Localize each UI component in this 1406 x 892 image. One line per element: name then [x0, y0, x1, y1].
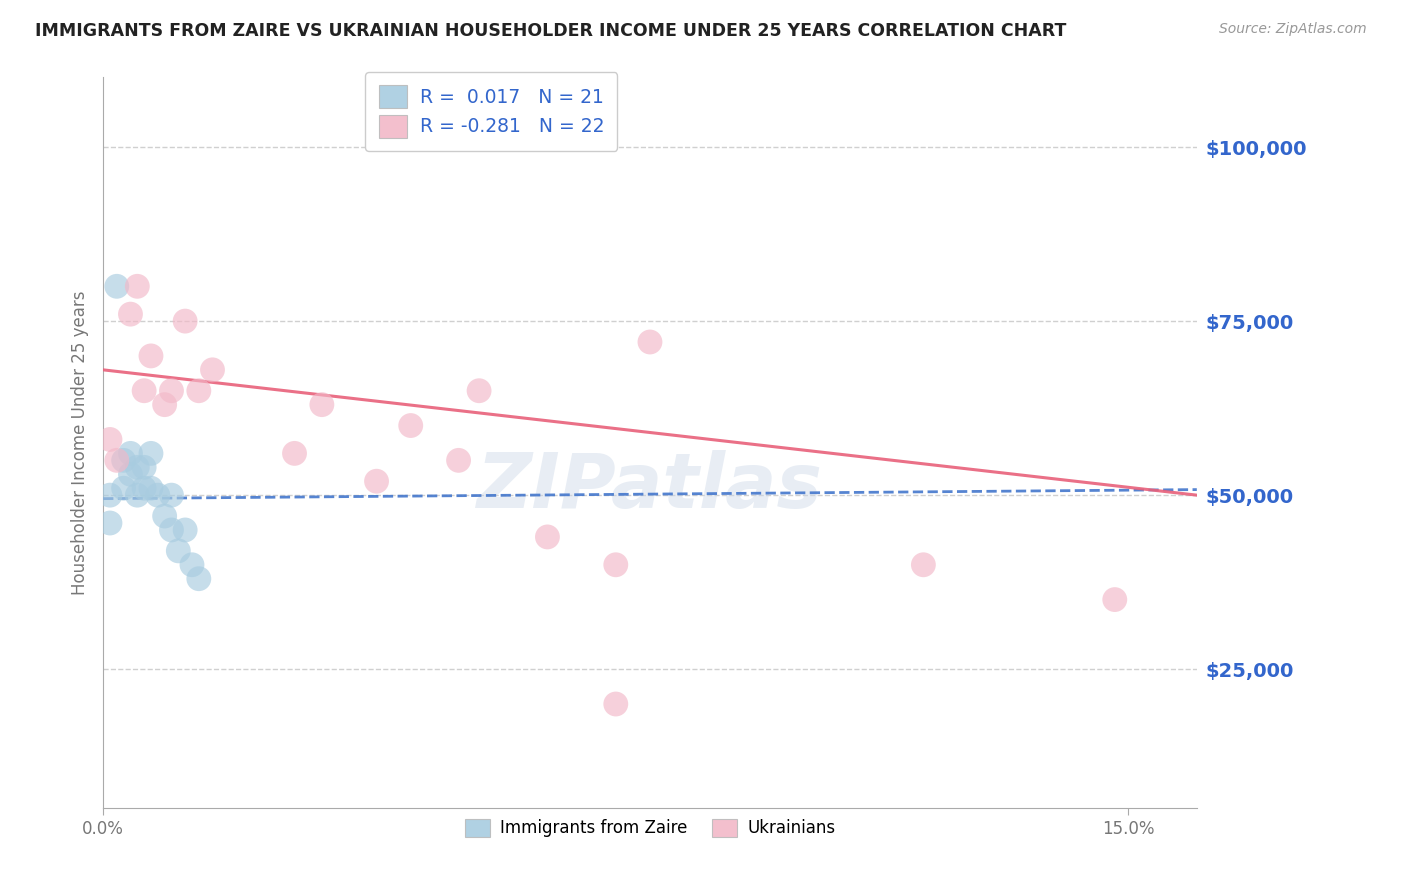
Point: [912, 558, 935, 572]
Point: [468, 384, 491, 398]
Point: [120, 307, 142, 321]
Point: [447, 453, 470, 467]
Point: [201, 363, 224, 377]
Point: [127, 460, 149, 475]
Point: [120, 467, 142, 482]
Point: [160, 488, 183, 502]
Point: [134, 460, 156, 475]
Point: [399, 418, 422, 433]
Point: [174, 314, 197, 328]
Point: [134, 384, 156, 398]
Point: [139, 446, 162, 460]
Point: [283, 446, 305, 460]
Point: [605, 697, 627, 711]
Point: [127, 279, 149, 293]
Point: [187, 384, 209, 398]
Y-axis label: Householder Income Under 25 years: Householder Income Under 25 years: [72, 291, 89, 595]
Point: [139, 481, 162, 495]
Point: [638, 334, 661, 349]
Point: [160, 384, 183, 398]
Point: [139, 349, 162, 363]
Point: [160, 523, 183, 537]
Point: [105, 453, 128, 467]
Point: [311, 398, 333, 412]
Point: [187, 572, 209, 586]
Point: [98, 488, 121, 502]
Point: [181, 558, 204, 572]
Text: IMMIGRANTS FROM ZAIRE VS UKRAINIAN HOUSEHOLDER INCOME UNDER 25 YEARS CORRELATION: IMMIGRANTS FROM ZAIRE VS UKRAINIAN HOUSE…: [35, 22, 1067, 40]
Point: [105, 279, 128, 293]
Legend: Immigrants from Zaire, Ukrainians: Immigrants from Zaire, Ukrainians: [458, 812, 842, 844]
Point: [153, 509, 176, 524]
Point: [127, 488, 149, 502]
Point: [167, 544, 190, 558]
Point: [98, 516, 121, 530]
Point: [605, 558, 627, 572]
Point: [366, 474, 388, 488]
Text: ZIPatlas: ZIPatlas: [477, 450, 823, 524]
Point: [112, 453, 135, 467]
Point: [174, 523, 197, 537]
Point: [120, 446, 142, 460]
Point: [1104, 592, 1126, 607]
Text: Source: ZipAtlas.com: Source: ZipAtlas.com: [1219, 22, 1367, 37]
Point: [536, 530, 558, 544]
Point: [112, 481, 135, 495]
Point: [153, 398, 176, 412]
Point: [146, 488, 169, 502]
Point: [98, 433, 121, 447]
Point: [134, 481, 156, 495]
